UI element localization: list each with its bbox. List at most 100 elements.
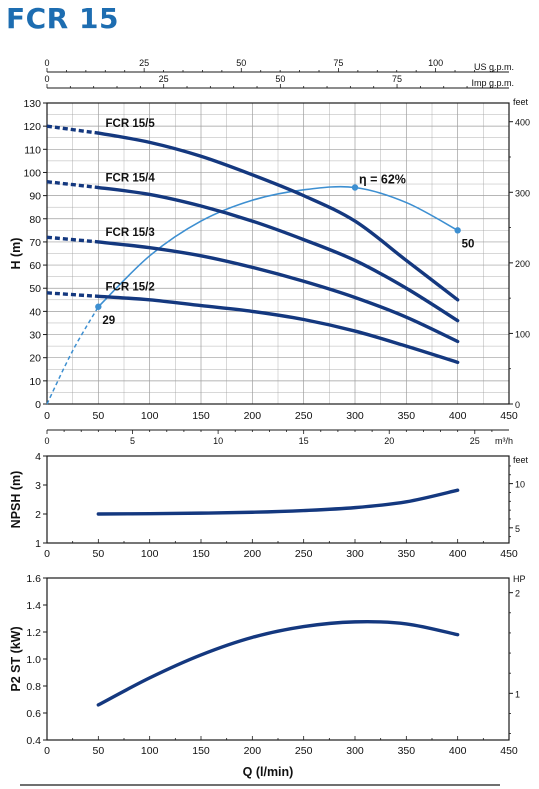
bottom-secondary-unit-label: m³/h (495, 436, 513, 446)
x-tick-label: 250 (295, 745, 313, 757)
top-axis-tick-label: 0 (44, 58, 49, 68)
x-tick-label: 300 (346, 548, 364, 560)
top-axis-tick-label: 100 (428, 58, 443, 68)
bottom-secondary-tick-label: 15 (299, 436, 309, 446)
panel-frame (46, 577, 510, 741)
y-tick-label: 100 (23, 167, 41, 179)
head-curve (96, 240, 460, 344)
head-curve-dashed (46, 124, 99, 135)
x-tick-label: 300 (346, 745, 364, 757)
y-tick-label: 90 (29, 191, 41, 203)
panel-frame (46, 455, 510, 544)
x-tick-label: 100 (141, 745, 159, 757)
x-axis-label: Q (l/min) (243, 765, 294, 779)
top-axis-unit-label: US g.p.m. (474, 62, 514, 72)
x-tick-label: 0 (44, 745, 50, 757)
right-axis-tick-label: 10 (515, 480, 525, 490)
efficiency-label: η = 62% (359, 173, 406, 187)
top-axis-unit-label: Imp g.p.m. (471, 78, 514, 88)
y-tick-label: 70 (29, 237, 41, 249)
x-tick-label: 50 (92, 745, 104, 757)
right-axis-tick-label: 1 (515, 689, 520, 699)
y-tick-label: 3 (35, 480, 41, 492)
x-tick-label: 0 (44, 548, 50, 560)
page-title: FCR 15 (6, 2, 119, 35)
x-tick-label: 0 (44, 410, 50, 422)
efficiency-point-label: 29 (102, 315, 115, 327)
y-tick-label: 10 (29, 376, 41, 388)
head-curve-dashed (46, 235, 99, 244)
right-axis-tick-label: 2 (515, 589, 520, 599)
y-axis-label: P2 ST (kW) (9, 626, 23, 691)
series-label: FCR 15/3 (106, 227, 155, 239)
x-tick-label: 350 (398, 745, 416, 757)
y-tick-label: 0.6 (26, 708, 41, 720)
y-axis-label: NPSH (m) (9, 471, 23, 529)
y-tick-label: 0 (35, 399, 41, 411)
y-tick-label: 80 (29, 214, 41, 226)
x-tick-label: 150 (192, 548, 210, 560)
efficiency-point (95, 303, 102, 310)
bottom-secondary-tick-label: 0 (44, 436, 49, 446)
x-tick-label: 250 (295, 548, 313, 560)
x-tick-label: 450 (500, 410, 518, 422)
efficiency-point-label: 50 (462, 238, 475, 250)
series-label: FCR 15/4 (106, 173, 156, 185)
top-axis-tick-label: 25 (139, 58, 149, 68)
y-tick-label: 60 (29, 260, 41, 272)
y-tick-label: 1.0 (26, 654, 41, 666)
x-tick-label: 200 (244, 410, 262, 422)
x-tick-label: 300 (346, 410, 364, 422)
y-tick-label: 0.4 (26, 735, 41, 747)
top-axis-tick-label: 50 (275, 74, 285, 84)
right-axis-tick-label: 100 (515, 329, 530, 339)
top-axis-tick-label: 25 (159, 74, 169, 84)
y-tick-label: 0.8 (26, 681, 41, 693)
y-tick-label: 1 (35, 538, 41, 550)
right-axis-tick-label: 0 (515, 400, 520, 410)
y-tick-label: 50 (29, 283, 41, 295)
x-tick-label: 200 (244, 745, 262, 757)
x-tick-label: 350 (398, 548, 416, 560)
x-tick-label: 450 (500, 548, 518, 560)
head-curve (96, 185, 460, 323)
x-tick-label: 400 (449, 548, 467, 560)
y-tick-label: 20 (29, 353, 41, 365)
y-tick-label: 30 (29, 330, 41, 342)
x-tick-label: 100 (141, 548, 159, 560)
y-tick-label: 1.6 (26, 573, 41, 585)
top-axis-tick-label: 75 (392, 74, 402, 84)
series-label: FCR 15/5 (106, 118, 156, 130)
x-tick-label: 50 (92, 548, 104, 560)
x-tick-label: 450 (500, 745, 518, 757)
series-label: FCR 15/2 (106, 281, 155, 293)
x-tick-label: 150 (192, 745, 210, 757)
y-tick-label: 1.2 (26, 627, 41, 639)
x-tick-label: 250 (295, 410, 313, 422)
efficiency-curve-dashed (46, 306, 99, 405)
top-axis-tick-label: 0 (44, 74, 49, 84)
x-tick-label: 350 (398, 410, 416, 422)
y-tick-label: 4 (35, 451, 41, 463)
right-axis-unit-label: HP (513, 574, 526, 584)
performance-curve (96, 488, 460, 516)
right-axis-tick-label: 300 (515, 188, 530, 198)
y-tick-label: 130 (23, 98, 41, 110)
y-tick-label: 1.4 (26, 600, 41, 612)
x-tick-label: 50 (92, 410, 104, 422)
bottom-secondary-tick-label: 25 (470, 436, 480, 446)
head-curve-dashed (46, 180, 99, 190)
right-axis-unit-label: feet (513, 455, 529, 465)
y-axis-label: H (m) (9, 238, 23, 270)
bottom-secondary-tick-label: 5 (130, 436, 135, 446)
head-curve (96, 131, 460, 302)
right-axis-tick-label: 200 (515, 259, 530, 269)
right-axis-unit-label: feet (513, 97, 529, 107)
x-tick-label: 150 (192, 410, 210, 422)
x-tick-label: 100 (141, 410, 159, 422)
x-tick-label: 400 (449, 745, 467, 757)
y-tick-label: 2 (35, 509, 41, 521)
x-tick-label: 400 (449, 410, 467, 422)
head-plot-frame (46, 102, 510, 405)
